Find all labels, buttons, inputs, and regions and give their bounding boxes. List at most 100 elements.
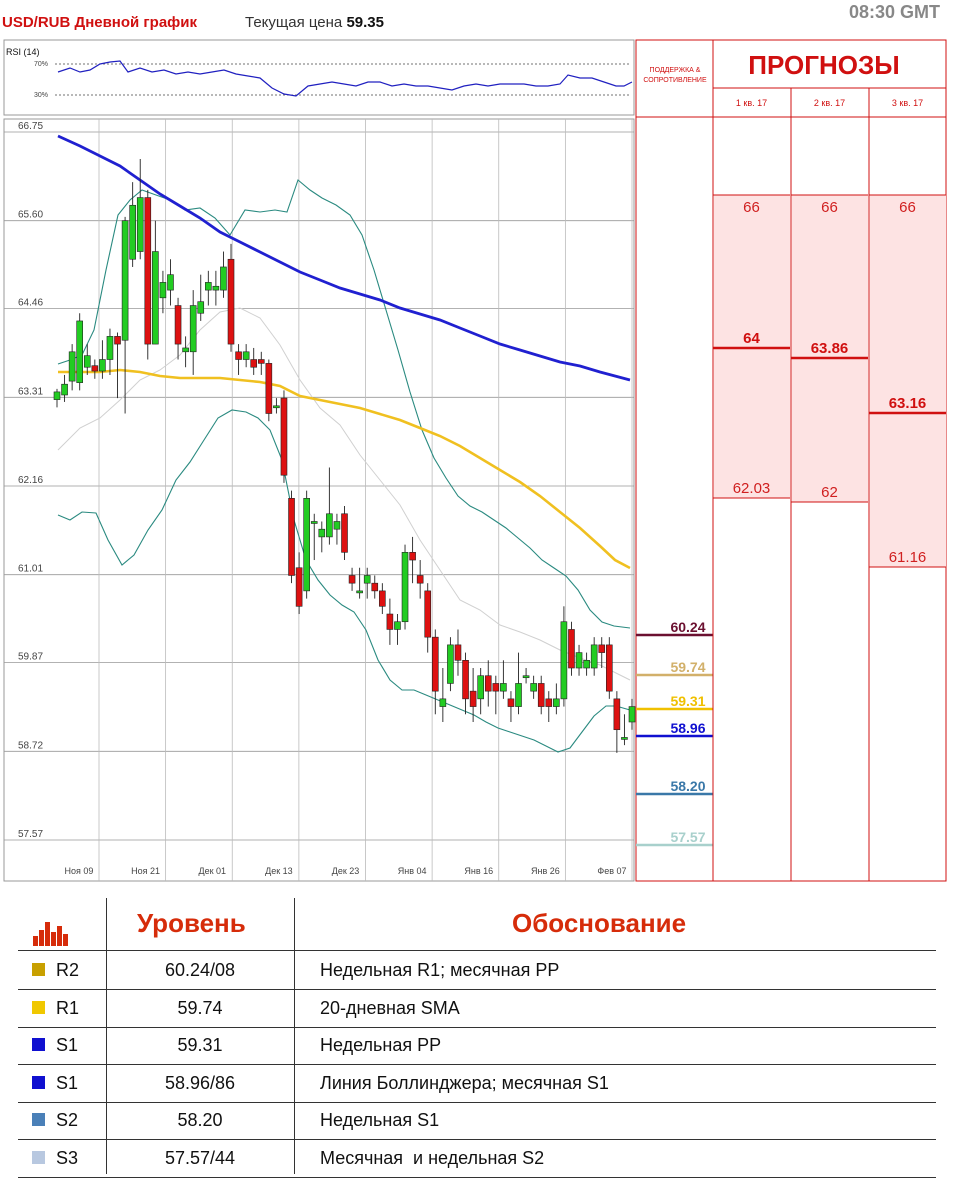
table-header-reason: Обоснование <box>512 908 687 938</box>
level-reason-cell: Недельная R1; месячная PP <box>320 960 560 980</box>
y-tick-label: 57.57 <box>18 829 43 840</box>
support-header-line2: СОПРОТИВЛЕНИЕ <box>643 77 707 84</box>
forecast-range-zone <box>714 195 790 498</box>
x-tick-label: Янв 26 <box>531 866 560 876</box>
candle <box>310 513 318 561</box>
y-tick-label: 66.75 <box>18 121 43 132</box>
current-price-label: Текущая цена <box>245 14 343 31</box>
candle <box>53 388 61 408</box>
candle <box>189 290 197 375</box>
candle <box>144 189 152 360</box>
candle <box>606 637 613 699</box>
candle <box>99 340 106 379</box>
level-tag: R2 <box>56 960 80 980</box>
candle <box>515 652 522 715</box>
candle <box>439 668 447 722</box>
candle <box>522 668 530 684</box>
rsi-level-70: 70% <box>34 61 48 68</box>
candle <box>152 220 159 345</box>
level-value: 58.96 <box>670 720 705 736</box>
x-tick-label: Дек 23 <box>332 866 360 876</box>
candle <box>356 567 363 599</box>
level-value-cell: 57.57/44 <box>164 1147 236 1168</box>
table-row: S1 59.31 Недельная PP <box>0 1027 954 1064</box>
forecast-high: 66 <box>743 199 760 216</box>
level-reason-cell: Недельная S1 <box>320 1110 440 1130</box>
x-axis-labels: Ноя 09 Ноя 21 Дек 01 Дек 13 Дек 23 Янв 04 Янв … <box>65 866 627 876</box>
level-value: 59.74 <box>670 659 705 675</box>
candle <box>484 660 492 707</box>
candle <box>205 270 212 306</box>
candle <box>621 714 628 746</box>
x-tick-label: Фев 07 <box>597 866 626 876</box>
table-row: S2 58.20 Недельная S1 <box>0 1102 954 1139</box>
y-tick-label: 64.46 <box>18 298 43 309</box>
y-tick-label: 65.60 <box>18 210 43 221</box>
y-tick-label: 59.87 <box>18 652 43 663</box>
candle <box>76 313 83 391</box>
forecast-low: 62 <box>821 484 838 501</box>
forecast-range-zone <box>870 195 946 567</box>
candle <box>220 251 227 298</box>
y-tick-label: 61.01 <box>18 564 43 575</box>
table-row: R1 59.74 20-дневная SMA <box>0 990 954 1027</box>
candle <box>575 644 583 676</box>
price-panel <box>3 118 635 882</box>
candle <box>174 297 182 360</box>
candle <box>469 668 477 722</box>
candle <box>409 536 416 584</box>
table-row-divider <box>18 1176 936 1178</box>
forecast-low: 62.03 <box>733 480 771 497</box>
rsi-series-line <box>57 60 633 97</box>
level-color-swatch <box>32 963 45 976</box>
candle <box>560 606 568 707</box>
candle <box>454 629 462 676</box>
table-row-divider <box>18 1101 936 1103</box>
level-value-cell: 58.96/86 <box>164 1072 236 1093</box>
sma-200-line <box>57 134 631 382</box>
candle <box>583 652 590 676</box>
rsi-level-30: 30% <box>34 92 48 99</box>
candle <box>590 637 598 676</box>
candle <box>477 668 484 715</box>
level-color-swatch <box>32 1038 45 1051</box>
level-markers: 60.24 59.74 59.31 58.96 58.20 57.57 <box>636 619 713 847</box>
table-row: S3 57.57/44 Месячная и недельная S2 <box>0 1140 954 1177</box>
level-value-cell: 59.74 <box>177 997 223 1018</box>
candle <box>401 544 409 630</box>
support-resistance-panel <box>635 39 714 882</box>
candle <box>265 359 273 422</box>
candle <box>341 506 348 561</box>
table-header-level: Уровень <box>137 908 246 938</box>
candle <box>280 390 288 483</box>
level-tag: S2 <box>56 1110 79 1130</box>
forecast-low: 61.16 <box>889 549 927 566</box>
candle <box>227 243 235 352</box>
candle <box>507 691 515 722</box>
candle <box>257 351 265 375</box>
table-row: R2 60.24/08 Недельная R1; месячная PP <box>0 952 954 989</box>
table-row-divider <box>18 1064 936 1065</box>
candle <box>167 259 174 306</box>
level-tag: S1 <box>56 1035 79 1055</box>
candle <box>371 575 379 599</box>
x-tick-label: Ноя 09 <box>65 866 94 876</box>
sma-100-line <box>58 368 631 570</box>
candle <box>159 270 167 314</box>
candle <box>197 274 205 321</box>
candle <box>613 691 621 753</box>
candle <box>273 398 280 414</box>
table-row: S1 58.96/86 Линия Боллинджера; месячная S1 <box>0 1065 954 1102</box>
candle <box>61 374 68 402</box>
y-axis-labels: 66.75 65.60 64.46 63.31 62.16 61.01 59.87 58.72… <box>18 121 43 840</box>
candle <box>553 683 560 715</box>
candle <box>394 614 401 645</box>
candle <box>462 652 469 715</box>
candle <box>500 660 507 699</box>
level-color-swatch <box>32 1075 45 1089</box>
time-label: 08:30 GMT <box>848 2 940 22</box>
table-row-divider <box>18 989 936 990</box>
forecast-mid: 63.16 <box>889 395 927 412</box>
candle <box>212 270 220 306</box>
forecast-mid: 64 <box>743 330 760 347</box>
